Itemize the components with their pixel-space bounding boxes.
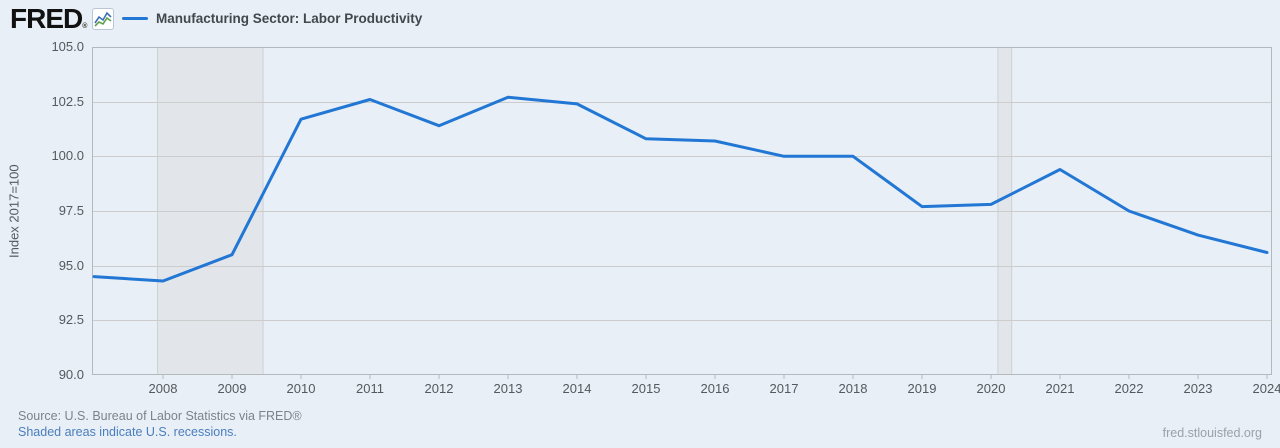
x-axis-tick-label: 2017 <box>769 381 799 396</box>
fred-chart-icon[interactable] <box>92 8 114 30</box>
fred-site-link[interactable]: fred.stlouisfed.org <box>1162 426 1262 440</box>
chart-plot-area[interactable] <box>92 47 1272 380</box>
x-axis-tick-label: 2016 <box>700 381 730 396</box>
x-axis-tick-label: 2010 <box>286 381 316 396</box>
y-axis-tick-label: 95.0 <box>58 257 84 273</box>
data-line <box>92 95 1269 283</box>
x-axis-tick-label: 2020 <box>976 381 1006 396</box>
recession-note-link[interactable]: Shaded areas indicate U.S. recessions. <box>18 425 237 439</box>
x-axis-tick-label: 2021 <box>1045 381 1075 396</box>
x-axis-tick-label: 2009 <box>217 381 247 396</box>
x-axis-tick-label: 2008 <box>148 381 178 396</box>
y-axis-tick-label: 90.0 <box>58 367 84 382</box>
fred-chart-icon-graphic <box>94 11 112 27</box>
x-axis-tick-label: 2014 <box>562 381 592 396</box>
y-axis-title: Index 2017=100 <box>6 164 22 258</box>
x-axis-tick-label: 2011 <box>356 381 384 396</box>
y-axis-tick-label: 97.5 <box>58 203 84 218</box>
registered-trademark-mark: ® <box>82 23 87 30</box>
plot-border <box>92 47 1272 375</box>
fred-logo[interactable]: FRED® <box>10 3 87 43</box>
x-axis-tick-label: 2018 <box>838 381 868 396</box>
x-axis-tick-label: 2024 <box>1252 381 1280 396</box>
y-axis-tick-label: 102.5 <box>51 93 84 109</box>
legend-line-swatch <box>122 17 148 20</box>
x-axis-tick-label: 2012 <box>424 381 454 396</box>
x-axis-tick-label: 2022 <box>1114 381 1144 396</box>
fred-logo-text: FRED <box>10 3 83 34</box>
y-axis-tick-label: 105.0 <box>51 39 84 54</box>
legend-series-label[interactable]: Manufacturing Sector: Labor Productivity <box>156 11 423 26</box>
y-axis-tick-label: 100.0 <box>51 148 84 164</box>
x-axis-tick-label: 2013 <box>493 381 523 396</box>
source-attribution: Source: U.S. Bureau of Labor Statistics … <box>18 409 302 423</box>
x-axis-tick-label: 2019 <box>907 381 937 396</box>
x-axis-tick-label: 2023 <box>1183 381 1213 396</box>
y-axis-tick-label: 92.5 <box>58 312 84 328</box>
x-axis-tick-label: 2015 <box>631 381 661 396</box>
